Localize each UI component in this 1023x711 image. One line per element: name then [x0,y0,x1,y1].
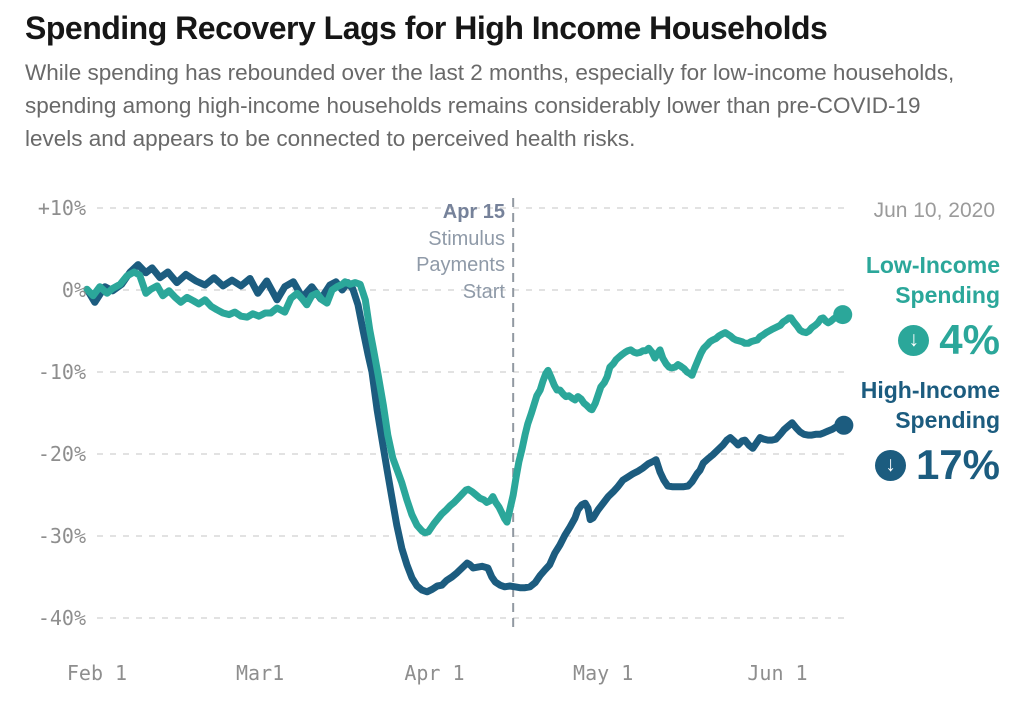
series-line-high-income-spending [84,261,848,596]
down-arrow-icon: ↓ [874,449,906,481]
annotation-line: Start [462,280,505,303]
chart-date-label: Jun 10, 2020 [873,199,995,222]
legend-high-income: High-Income Spending ↓ 17% [700,375,1000,488]
x-tick-label: Apr 1 [404,661,465,685]
x-tick-label: Mar1 [236,661,285,685]
series-end-dot-high-income-spending [834,415,854,435]
x-tick-label: Feb 1 [66,661,128,685]
x-tick-label: May 1 [573,661,634,685]
legend-high-income-value: 17% [915,441,1000,488]
y-tick-label: -20% [37,442,86,466]
y-tick-label: -10% [37,360,86,384]
series-line-low-income-spending [83,268,847,537]
page-subtitle: While spending has rebounded over the la… [25,60,955,151]
y-tick-label: -30% [37,524,86,548]
down-arrow-icon: ↓ [898,324,930,356]
page-title: Spending Recovery Lags for High Income H… [25,10,828,46]
legend-high-income-value-row: ↓ 17% [700,442,1000,488]
x-tick-label: Jun 1 [747,661,808,685]
legend-low-income: Low-Income Spending ↓ 4% [700,250,1000,363]
annotation-line: Payments [416,254,505,276]
legend-low-income-value: 4% [939,316,1000,363]
y-tick-label: 0% [61,278,86,302]
annotation-line: Apr 15 [442,201,505,223]
annotation-line: Stimulus [428,227,505,250]
legend-low-income-label: Low-Income Spending [865,252,1000,308]
y-tick-label: +10% [37,196,86,220]
series-end-dot-low-income-spending [833,305,853,325]
legend-high-income-label: High-Income Spending [860,377,1000,433]
legend-low-income-value-row: ↓ 4% [700,317,1000,363]
series-lines-group [83,261,854,596]
gridlines-group [97,207,846,619]
y-tick-label: -40% [37,606,86,630]
annotation-stimulus-start: Apr 15 Stimulus Payments Start [300,199,505,305]
